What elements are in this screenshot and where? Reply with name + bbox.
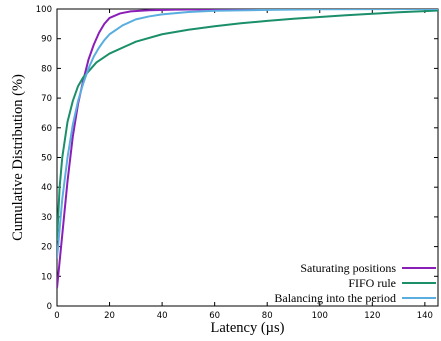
x-tick-label: 60 <box>209 311 220 321</box>
y-tick-label: 20 <box>41 243 52 253</box>
x-tick-label: 100 <box>312 311 328 321</box>
x-axis-label: Latency (µs) <box>211 320 285 336</box>
series-lines <box>57 9 438 289</box>
y-tick-label: 10 <box>41 272 52 282</box>
y-tick-label: 70 <box>41 94 52 104</box>
y-tick-label: 80 <box>41 64 52 74</box>
legend-label: Saturating positions <box>300 261 396 275</box>
series-line-1 <box>57 9 438 241</box>
legend-label: Balancing into the period <box>274 291 396 305</box>
y-tick-label: 0 <box>47 302 52 312</box>
x-tick-label: 80 <box>262 311 273 321</box>
y-tick-label: 60 <box>41 124 52 134</box>
x-tick-label: 40 <box>157 311 168 321</box>
legend-label: FIFO rule <box>348 276 396 290</box>
series-line-2 <box>57 9 438 259</box>
x-tick-label: 140 <box>417 311 433 321</box>
x-tick-label: 0 <box>54 311 59 321</box>
y-tick-label: 90 <box>41 35 52 45</box>
x-tick-label: 120 <box>364 311 380 321</box>
y-axis-label: Cumulative Distribution (%) <box>10 74 26 241</box>
y-tick-label: 40 <box>41 183 52 193</box>
y-tick-label: 30 <box>41 213 52 223</box>
x-tick-label: 20 <box>104 311 115 321</box>
y-tick-label: 100 <box>36 5 52 15</box>
series-line-0 <box>57 9 438 289</box>
y-tick-label: 50 <box>41 154 52 164</box>
